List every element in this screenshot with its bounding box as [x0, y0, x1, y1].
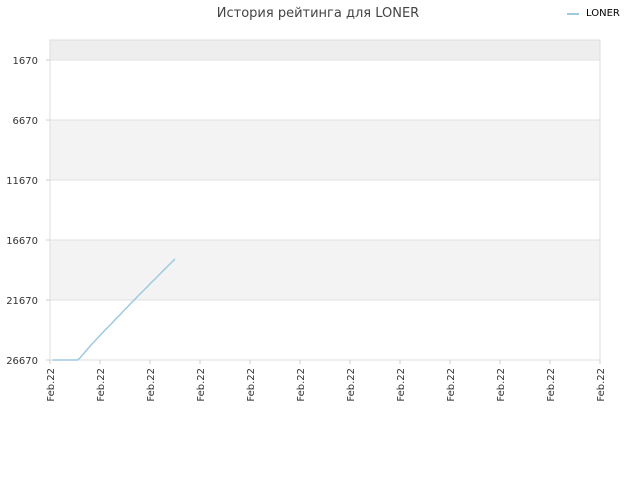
- series-line-loner: [52, 258, 176, 361]
- x-tick-label: Feb.22: [346, 368, 357, 402]
- x-tick-label: Feb.22: [96, 368, 107, 402]
- x-tick-label: Feb.22: [196, 368, 207, 402]
- y-tick-label: 6670: [13, 116, 38, 127]
- background-band: [50, 120, 600, 181]
- legend: LONER: [567, 8, 620, 19]
- legend-label-loner: LONER: [586, 8, 620, 19]
- background-band: [50, 300, 600, 360]
- background-bands: [50, 40, 600, 360]
- x-tick-label: Feb.22: [446, 368, 457, 402]
- x-tick-label: Feb.22: [46, 368, 57, 402]
- background-band: [50, 60, 600, 121]
- y-tick-label: 11670: [6, 176, 38, 187]
- x-tick-label: Feb.22: [546, 368, 557, 402]
- chart-title: История рейтинга для LONER: [217, 6, 419, 21]
- x-axis-ticks: Feb.22 Feb.22 Feb.22 Feb.22 Feb.22 Feb.22 Feb.…: [46, 360, 607, 402]
- y-axis-ticks: 1670 6670 11670 16670 21670 26670: [6, 56, 50, 367]
- y-tick-label: 16670: [6, 236, 38, 247]
- background-band: [50, 240, 600, 301]
- series-layer: [52, 258, 176, 361]
- plot-area-border: [49, 39, 601, 361]
- x-tick-label: Feb.22: [596, 368, 607, 402]
- y-tick-label: 21670: [6, 296, 38, 307]
- x-tick-label: Feb.22: [146, 368, 157, 402]
- background-band: [50, 40, 600, 61]
- x-tick-label: Feb.22: [496, 368, 507, 402]
- y-tick-label: 26670: [6, 356, 38, 367]
- x-tick-label: Feb.22: [396, 368, 407, 402]
- x-tick-label: Feb.22: [296, 368, 307, 402]
- y-tick-label: 1670: [13, 56, 38, 67]
- x-tick-label: Feb.22: [246, 368, 257, 402]
- background-band: [50, 180, 600, 241]
